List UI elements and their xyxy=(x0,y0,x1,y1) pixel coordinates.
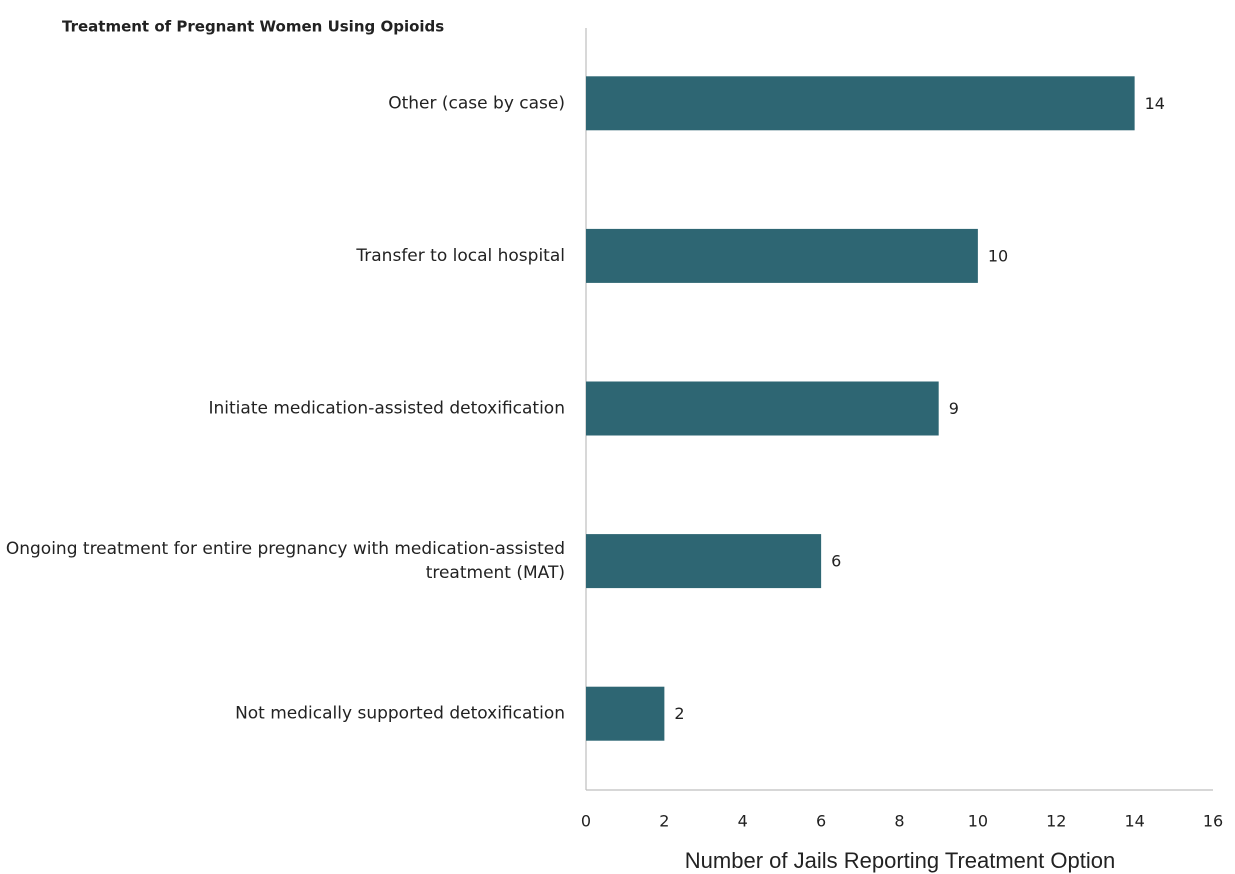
bar xyxy=(586,686,665,741)
x-tick-label: 14 xyxy=(1124,812,1144,831)
y-tick-label: Ongoing treatment for entire pregnancy w… xyxy=(6,539,565,583)
chart-title: Treatment of Pregnant Women Using Opioid… xyxy=(62,18,444,36)
x-tick-label: 4 xyxy=(738,812,748,831)
bar xyxy=(586,381,939,436)
y-tick-label: Other (case by case) xyxy=(388,93,565,113)
bar xyxy=(586,228,978,283)
x-tick-label: 10 xyxy=(968,812,988,831)
value-label: 2 xyxy=(674,704,684,723)
value-label: 6 xyxy=(831,552,841,571)
x-tick-label: 12 xyxy=(1046,812,1066,831)
x-tick-label: 6 xyxy=(816,812,826,831)
value-label: 14 xyxy=(1145,94,1165,113)
y-tick-label: Not medically supported detoxification xyxy=(235,704,565,724)
value-label: 9 xyxy=(949,399,959,418)
x-tick-label: 16 xyxy=(1203,812,1223,831)
x-axis-label: Number of Jails Reporting Treatment Opti… xyxy=(685,848,1115,873)
x-tick-label: 0 xyxy=(581,812,591,831)
x-tick-label: 2 xyxy=(659,812,669,831)
x-tick-label: 8 xyxy=(894,812,904,831)
bar xyxy=(586,534,822,589)
y-tick-label: Transfer to local hospital xyxy=(355,246,565,266)
y-tick-label: Initiate medication-assisted detoxificat… xyxy=(209,399,566,419)
value-label: 10 xyxy=(988,246,1008,265)
bar xyxy=(586,76,1135,131)
